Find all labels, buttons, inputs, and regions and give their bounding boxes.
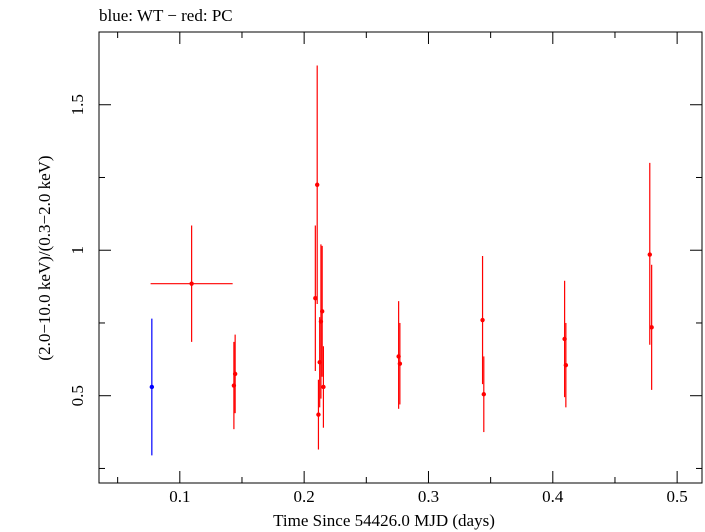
plot-frame [98,31,703,484]
data-point [649,325,654,330]
data-point [232,371,238,377]
data-point [481,392,487,397]
x-tick-label: 0.3 [418,487,439,506]
data-point [316,412,321,417]
chart-title: blue: WT − red: PC [99,6,233,25]
x-tick-label: 0.4 [542,487,564,506]
data-point [647,252,652,257]
data-point [149,384,155,390]
data-point [313,296,318,301]
y-tick-label: 1.5 [68,94,87,115]
data-point [189,281,194,286]
x-axis-label: Time Since 54426.0 MJD (days) [273,511,495,530]
data-point [480,317,485,323]
y-axis-label: (2.0−10.0 keV)/(0.3−2.0 keV) [35,155,54,360]
data-marks [149,65,654,456]
axis-ticks [99,31,702,483]
y-tick-labels: 0.5 1 1.5 [68,94,87,406]
series-0 [149,318,155,456]
data-point [321,384,326,390]
x-tick-label: 0.5 [667,487,688,506]
x-tick-label: 0.2 [294,487,315,506]
data-point [319,309,325,314]
data-point [563,362,569,368]
y-tick-label: 0.5 [68,385,87,406]
y-tick-label: 1 [68,246,87,255]
x-tick-label: 0.1 [169,487,190,506]
series-1 [150,65,654,450]
x-tick-labels: 0.1 0.2 0.3 0.4 0.5 [169,487,688,506]
data-point [397,361,403,366]
data-point [314,182,320,187]
